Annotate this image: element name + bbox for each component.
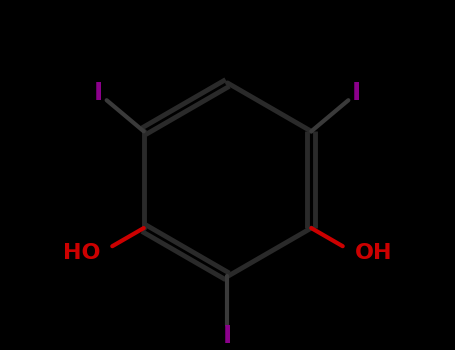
- Text: I: I: [223, 324, 232, 348]
- Text: HO: HO: [63, 243, 100, 263]
- Text: OH: OH: [355, 243, 392, 263]
- Text: I: I: [352, 81, 361, 105]
- Text: I: I: [94, 81, 103, 105]
